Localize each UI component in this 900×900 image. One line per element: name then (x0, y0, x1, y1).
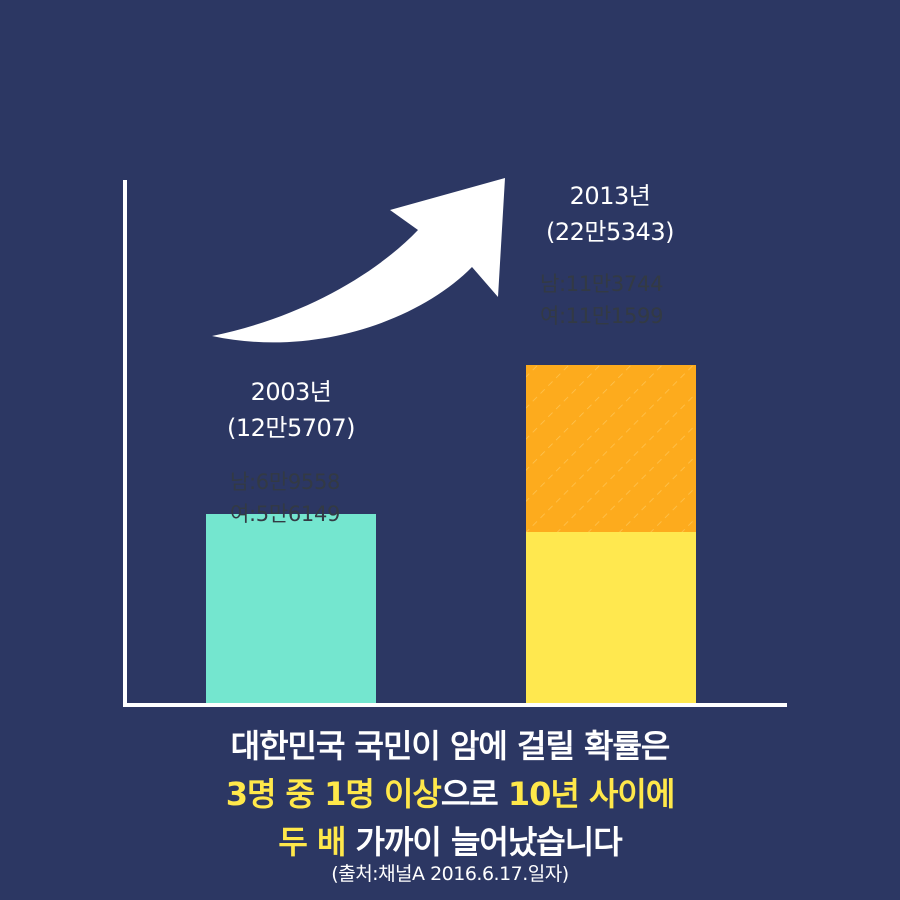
caption-text-mid: 으로 (440, 775, 508, 813)
source-note: (출처:채널A 2016.6.17.일자) (331, 863, 569, 885)
caption: 대한민국 국민이 암에 걸릴 확률은 3명 중 1명 이상으로 10년 사이에 … (0, 722, 900, 866)
growth-arrow-icon (212, 178, 505, 343)
caption-text-end: 가까이 늘어났습니다 (345, 823, 623, 861)
male-2013: 남:11만3744 (540, 272, 664, 296)
bar-label-2013: 2013년 (22만5343) (490, 178, 730, 250)
caption-highlight-3: 두 배 (278, 823, 346, 861)
bar-2013년-hatch (526, 365, 696, 532)
year-2013: 2013년 (569, 182, 651, 210)
caption-highlight-2: 10년 사이에 (507, 775, 675, 813)
female-2003: 여:5만6149 (230, 502, 341, 526)
caption-line-2: 3명 중 1명 이상으로 10년 사이에 (0, 770, 900, 818)
caption-highlight-1: 3명 중 1명 이상 (225, 775, 442, 813)
year-2003: 2003년 (250, 378, 332, 406)
bar-2003년-seg-0 (206, 514, 376, 703)
total-2013: (22만5343) (546, 218, 674, 246)
caption-line-1: 대한민국 국민이 암에 걸릴 확률은 (230, 727, 671, 765)
caption-line-3: 두 배 가까이 늘어났습니다 (0, 818, 900, 866)
bar-2013년-seg-0 (526, 532, 696, 703)
bar-note-2013: 남:11만3744 여:11만1599 (540, 268, 663, 332)
bar-note-2003: 남:6만9558 여:5만6149 (230, 466, 340, 530)
female-2013: 여:11만1599 (540, 304, 664, 328)
bar-label-2003: 2003년 (12만5707) (171, 374, 411, 446)
total-2003: (12만5707) (227, 414, 355, 442)
male-2003: 남:6만9558 (230, 470, 341, 494)
